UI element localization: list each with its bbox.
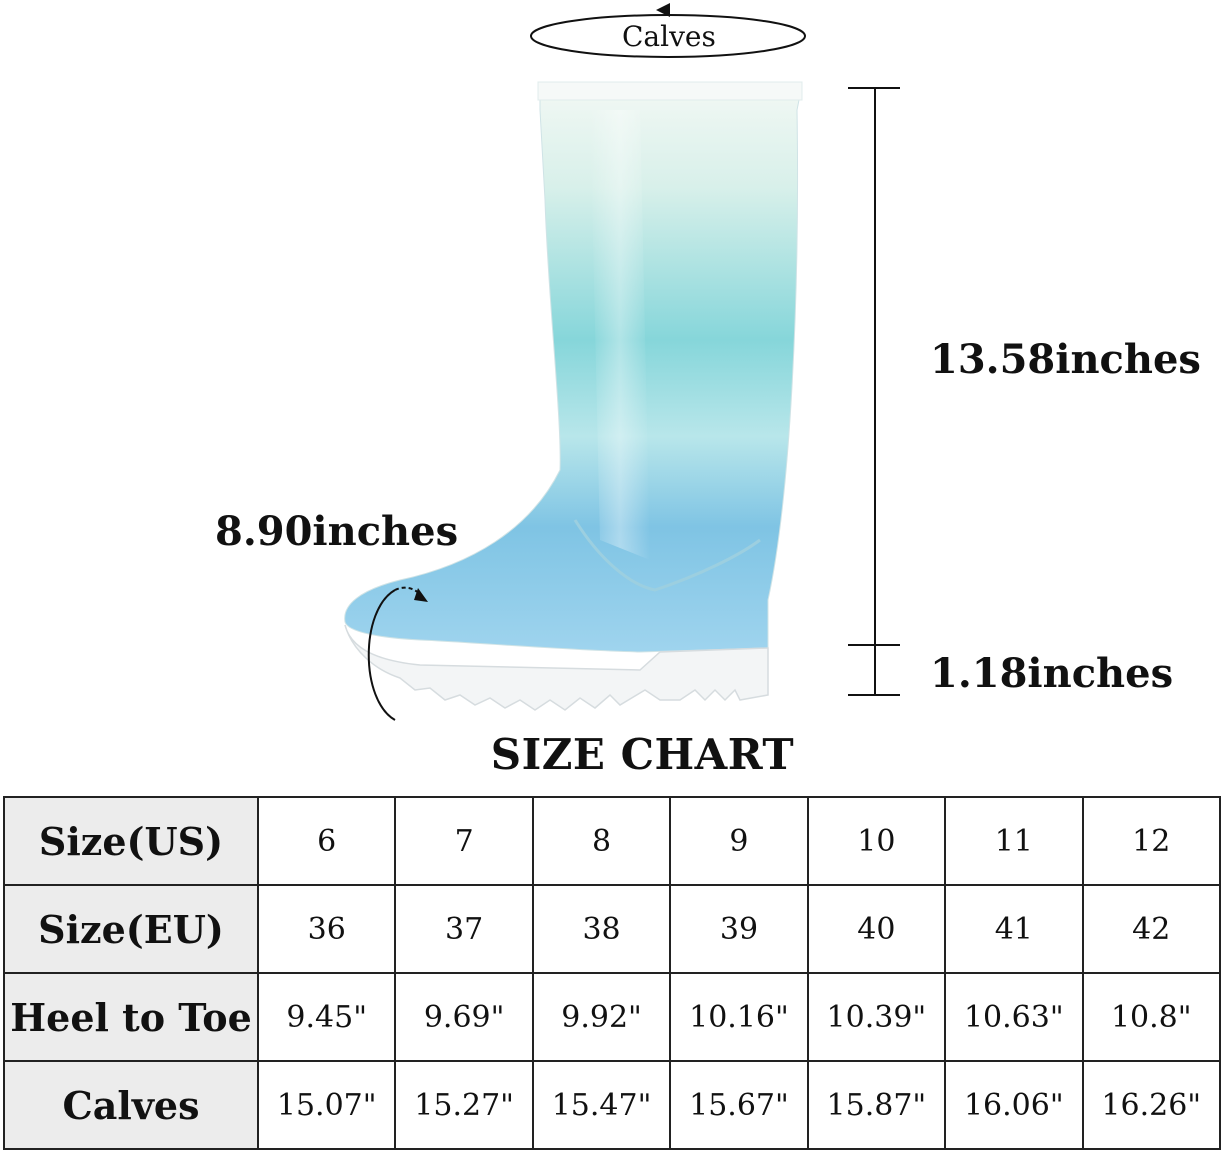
table-cell: 10 [806,796,947,886]
size-chart-title: SIZE CHART [490,730,795,779]
table-cell: 10.8" [1081,972,1222,1062]
table-cell: 38 [531,884,672,974]
table-row-heel-to-toe: Heel to Toe 9.45" 9.69" 9.92" 10.16" 10.… [3,972,1222,1062]
table-cell: 40 [806,884,947,974]
table-cell: 39 [669,884,809,974]
shaft-height-label: 13.58inches [930,336,1201,383]
table-cell: 16.06" [944,1060,1084,1150]
table-cell: 15.87" [806,1060,947,1150]
heel-height-label: 1.18inches [930,650,1174,697]
table-row-size-us: Size(US) 6 7 8 9 10 11 12 [3,796,1222,886]
table-cell: 15.47" [531,1060,672,1150]
heel-height-line [848,645,900,696]
row-header: Size(EU) [3,884,259,974]
table-cell: 9.92" [531,972,672,1062]
row-header: Size(US) [3,796,259,886]
table-cell: 15.07" [256,1060,397,1150]
row-header: Calves [3,1060,259,1150]
table-cell: 8 [531,796,672,886]
table-cell: 15.67" [669,1060,809,1150]
size-chart-table: Size(US) 6 7 8 9 10 11 12 Size(EU) 36 37… [3,796,1222,1150]
calves-label: Calves [622,20,716,53]
row-header: Heel to Toe [3,972,259,1062]
table-cell: 11 [944,796,1084,886]
table-cell: 9.69" [394,972,534,1062]
rain-boot [344,81,803,711]
boot-diagram [344,3,900,721]
table-cell: 36 [256,884,397,974]
foot-arrow [367,586,428,721]
table-cell: 12 [1081,796,1222,886]
table-row-calves: Calves 15.07" 15.27" 15.47" 15.67" 15.87… [3,1060,1222,1150]
table-cell: 10.16" [669,972,809,1062]
shaft-height-line [848,87,900,646]
foot-circumference-label: 8.90inches [215,508,459,555]
table-cell: 41 [944,884,1084,974]
table-cell: 37 [394,884,534,974]
table-row-size-eu: Size(EU) 36 37 38 39 40 41 42 [3,884,1222,974]
calves-ellipse [530,3,806,58]
table-cell: 6 [256,796,397,886]
table-cell: 9 [669,796,809,886]
table-cell: 7 [394,796,534,886]
table-cell: 10.39" [806,972,947,1062]
table-cell: 9.45" [256,972,397,1062]
table-cell: 10.63" [944,972,1084,1062]
table-cell: 15.27" [394,1060,534,1150]
table-cell: 16.26" [1081,1060,1222,1150]
table-cell: 42 [1081,884,1222,974]
